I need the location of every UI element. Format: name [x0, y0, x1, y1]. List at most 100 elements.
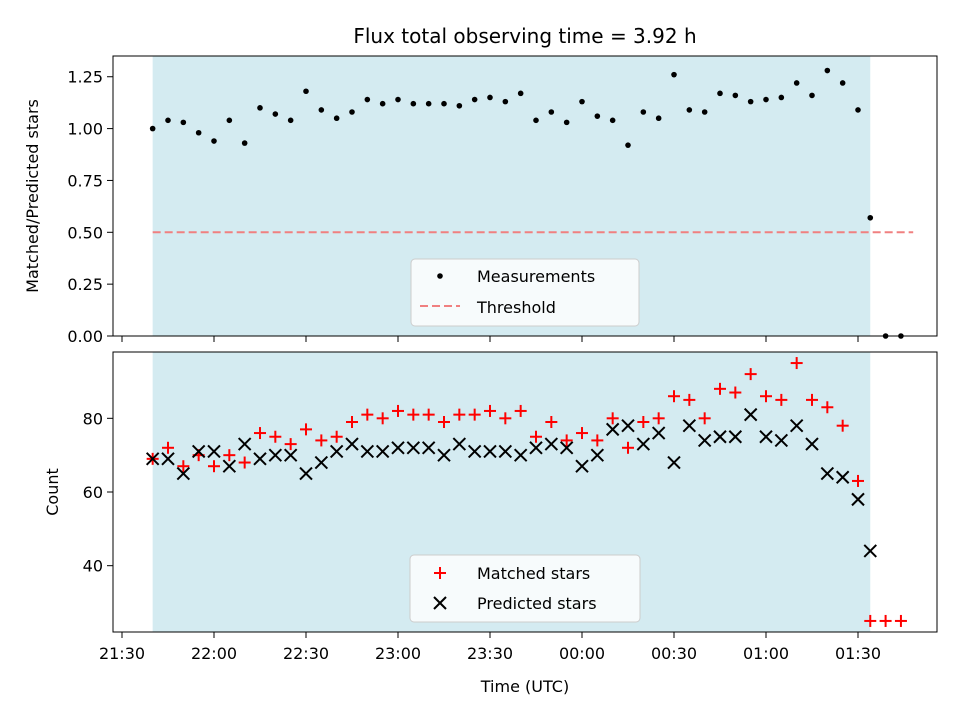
matched-star-point — [407, 408, 420, 421]
measurement-point — [671, 71, 677, 78]
measurement-point — [563, 119, 570, 126]
bottom-x-tick-label: 00:00 — [559, 644, 605, 663]
matched-star-point — [468, 408, 481, 421]
measurement-point — [594, 113, 601, 119]
measurement-point — [717, 90, 723, 97]
bottom-x-tick-label: 00:30 — [651, 644, 697, 663]
predicted-star-point — [667, 455, 681, 470]
bottom-x-tick-label: 21:30 — [99, 644, 145, 663]
predicted-star-point — [529, 441, 543, 455]
measurement-point — [763, 96, 769, 103]
measurement-point — [809, 92, 815, 99]
bottom-x-tick-label: 01:30 — [835, 644, 881, 663]
matched-star-point — [806, 393, 818, 406]
measurement-point — [609, 117, 616, 124]
measurement-point — [395, 96, 401, 103]
predicted-star-point — [391, 441, 405, 455]
predicted-star-point — [863, 544, 877, 558]
measurement-point — [272, 111, 279, 117]
predicted-star-point — [467, 444, 482, 459]
measurement-point — [640, 109, 647, 115]
matched-star-point — [484, 404, 496, 417]
top-y-tick-label: 1.00 — [67, 120, 103, 139]
measurement-point — [456, 102, 463, 109]
matched-star-point — [790, 357, 803, 370]
matched-star-point — [254, 427, 266, 440]
measurement-point — [867, 214, 874, 221]
predicted-star-point — [605, 422, 620, 437]
matched-star-point — [330, 430, 343, 443]
measurement-point — [824, 67, 831, 74]
measurement-point — [441, 100, 447, 107]
top-chart-title: Flux total observing time = 3.92 h — [353, 24, 696, 48]
bottom-x-tick-label: 01:00 — [743, 644, 789, 663]
matched-star-point — [714, 382, 726, 395]
predicted-star-point — [789, 418, 804, 433]
measurement-point — [579, 98, 585, 105]
matched-star-point — [729, 386, 742, 399]
predicted-star-point — [406, 441, 421, 455]
measurement-point — [241, 140, 248, 146]
matched-star-point — [864, 614, 877, 627]
predicted-star-point — [222, 459, 237, 473]
predicted-star-point — [314, 455, 329, 470]
matched-star-point — [836, 419, 849, 432]
measurement-points — [149, 67, 904, 339]
top-y-tick-label: 1.25 — [67, 68, 103, 87]
top-y-axis: 0.00 0.25 0.50 0.75 1.00 1.25 — [67, 68, 113, 346]
measurement-point — [333, 115, 340, 122]
matched-star-point — [852, 474, 864, 487]
measurement-point — [502, 98, 509, 105]
matched-star-point — [606, 412, 619, 425]
measurement-point — [855, 107, 861, 113]
matched-star-point — [223, 449, 236, 462]
bottom-plot-frame — [112, 351, 938, 633]
predicted-star-point — [697, 433, 712, 448]
matched-star-point — [591, 434, 604, 447]
bottom-y-tick-label: 60 — [83, 483, 103, 502]
predicted-star-point — [774, 433, 789, 448]
measurement-point — [364, 96, 371, 103]
predicted-star-point — [360, 444, 375, 459]
legend-threshold-label: Threshold — [476, 298, 556, 317]
bottom-x-tick-label: 23:30 — [467, 644, 513, 663]
matched-star-point — [392, 404, 404, 417]
predicted-star-point — [253, 452, 267, 466]
predicted-star-point — [559, 441, 574, 455]
predicted-stars-points — [145, 407, 877, 558]
predicted-star-point — [743, 407, 758, 422]
measurement-point — [839, 80, 846, 86]
bottom-legend-box — [409, 554, 641, 623]
measurement-point — [548, 109, 555, 115]
matched-star-point — [177, 460, 190, 473]
measurement-point — [410, 100, 417, 107]
predicted-star-point — [237, 437, 252, 451]
matched-star-point — [560, 434, 573, 447]
matched-star-point — [346, 416, 358, 428]
predicted-star-point — [483, 444, 497, 459]
matched-star-point — [652, 412, 665, 425]
matched-star-point — [514, 404, 527, 417]
measurement-point — [732, 92, 739, 99]
predicted-star-point — [145, 452, 160, 466]
top-y-tick-label: 0.50 — [67, 223, 103, 242]
predicted-star-point — [621, 418, 635, 433]
measurement-point — [303, 88, 309, 95]
matched-star-point — [162, 441, 174, 454]
measurement-point — [471, 96, 478, 103]
matched-star-point — [530, 430, 542, 443]
measurement-point — [257, 105, 263, 111]
predicted-star-point — [452, 437, 467, 451]
predicted-star-point — [283, 448, 298, 462]
legend-matched-label: Matched stars — [477, 564, 590, 583]
predicted-star-point — [759, 430, 773, 444]
top-legend: Measurements Threshold — [410, 258, 640, 327]
measurement-point — [747, 98, 754, 105]
top-y-tick-label: 0.00 — [67, 327, 103, 346]
matched-star-point — [315, 434, 328, 447]
top-x-axis — [121, 336, 859, 342]
predicted-star-point — [191, 444, 206, 459]
predicted-star-point — [299, 466, 313, 481]
predicted-star-point — [437, 448, 451, 462]
